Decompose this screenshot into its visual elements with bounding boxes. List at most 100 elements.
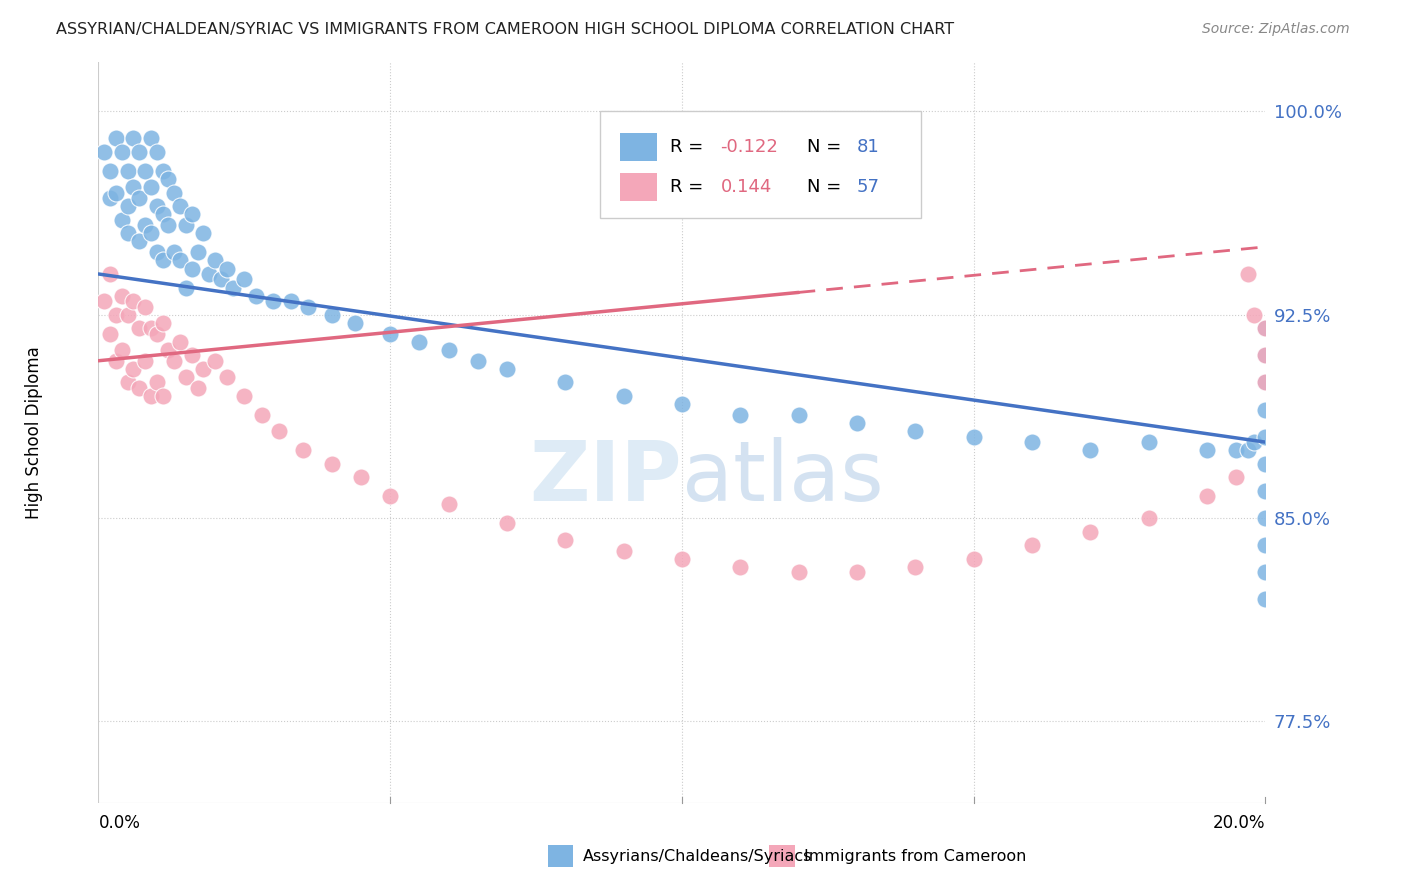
Point [204, 253, 226, 268]
Point [730, 559, 752, 574]
Point [104, 308, 127, 322]
Point [152, 316, 174, 330]
Point [111, 343, 134, 357]
Text: Immigrants from Cameroon: Immigrants from Cameroon [804, 848, 1026, 863]
Point [1254, 348, 1277, 362]
Point [93, 145, 115, 159]
Point [128, 235, 150, 249]
Point [146, 245, 169, 260]
Point [1021, 538, 1043, 552]
Point [962, 430, 984, 444]
Point [1254, 321, 1277, 335]
Point [344, 316, 367, 330]
Text: N =: N = [807, 178, 841, 196]
Point [297, 300, 319, 314]
Point [117, 376, 139, 390]
Point [671, 551, 693, 566]
Point [1254, 321, 1277, 335]
Point [1254, 511, 1277, 525]
Text: 57: 57 [858, 178, 880, 196]
Point [1080, 524, 1102, 539]
Point [1237, 443, 1260, 458]
Point [122, 131, 145, 145]
Point [233, 272, 256, 286]
Point [1195, 443, 1218, 458]
Point [169, 253, 191, 268]
Point [134, 164, 156, 178]
Point [1243, 435, 1265, 450]
Point [408, 334, 430, 349]
Point [169, 199, 191, 213]
Text: -0.122: -0.122 [720, 138, 779, 156]
Bar [548, 845, 574, 867]
Point [1254, 348, 1277, 362]
Point [98, 164, 121, 178]
Point [117, 164, 139, 178]
Point [180, 207, 202, 221]
Point [209, 272, 232, 286]
Point [157, 343, 180, 357]
Point [146, 376, 169, 390]
Point [134, 353, 156, 368]
Point [1254, 430, 1277, 444]
Point [122, 362, 145, 376]
FancyBboxPatch shape [600, 111, 921, 218]
Point [321, 308, 343, 322]
Point [1243, 308, 1265, 322]
Point [233, 389, 256, 403]
Text: 0.0%: 0.0% [98, 814, 141, 831]
Point [111, 145, 134, 159]
Point [962, 551, 984, 566]
Point [1254, 402, 1277, 417]
Point [1254, 566, 1277, 580]
Point [117, 199, 139, 213]
Point [98, 191, 121, 205]
Text: ZIP: ZIP [530, 436, 682, 517]
Point [846, 416, 869, 430]
Text: N =: N = [807, 138, 841, 156]
Point [787, 408, 810, 422]
Point [117, 227, 139, 241]
Point [1195, 489, 1218, 503]
Point [1021, 435, 1043, 450]
Point [1225, 443, 1247, 458]
Point [193, 362, 215, 376]
Point [1080, 443, 1102, 458]
Point [98, 326, 121, 341]
Point [321, 457, 343, 471]
Point [262, 294, 284, 309]
Point [139, 321, 162, 335]
Point [163, 186, 186, 200]
Point [169, 334, 191, 349]
Point [122, 294, 145, 309]
Point [380, 326, 402, 341]
Point [215, 370, 238, 384]
Point [134, 300, 156, 314]
Point [245, 288, 267, 302]
Point [671, 397, 693, 411]
Point [152, 253, 174, 268]
Point [117, 308, 139, 322]
Point [204, 353, 226, 368]
Point [1254, 376, 1277, 390]
Point [904, 424, 927, 438]
Point [93, 294, 115, 309]
Point [146, 199, 169, 213]
Text: 20.0%: 20.0% [1213, 814, 1265, 831]
Text: R =: R = [671, 138, 703, 156]
Point [128, 381, 150, 395]
Point [163, 353, 186, 368]
Point [787, 566, 810, 580]
Point [250, 408, 273, 422]
Point [437, 498, 460, 512]
Point [193, 227, 215, 241]
Point [111, 212, 134, 227]
Point [904, 559, 927, 574]
Point [280, 294, 302, 309]
Point [104, 186, 127, 200]
Point [1254, 457, 1277, 471]
Bar [769, 845, 796, 867]
Point [187, 381, 209, 395]
Point [157, 172, 180, 186]
Point [187, 245, 209, 260]
